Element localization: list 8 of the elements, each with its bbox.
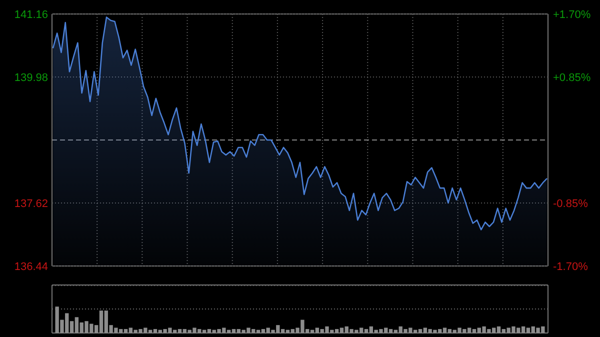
y2-tick-label: -0.85% — [553, 198, 588, 210]
y2-tick-label: -1.70% — [553, 260, 588, 273]
y2-tick-label: +0.85% — [553, 72, 591, 84]
y-tick-label: 139.98 — [14, 72, 48, 84]
y-tick-label: 137.62 — [14, 198, 48, 210]
y2-tick-label: +1.70% — [553, 8, 591, 21]
y-tick-label: 141.16 — [14, 8, 48, 21]
y-tick-label: 136.44 — [14, 260, 48, 273]
